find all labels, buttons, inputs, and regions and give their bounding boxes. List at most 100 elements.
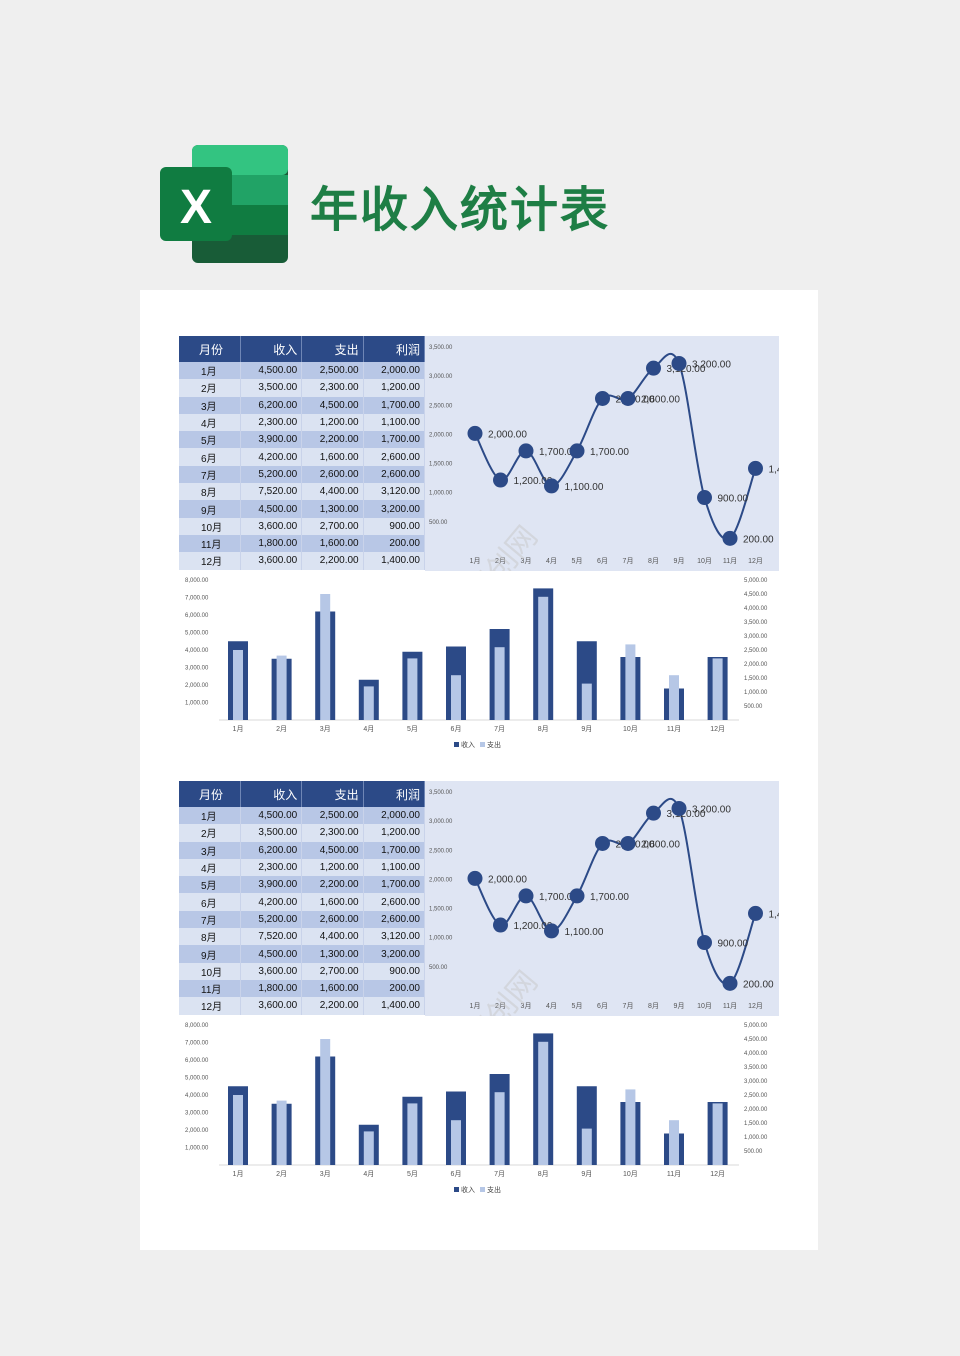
table-row: 3月 6,200.00 4,500.00 1,700.00 [179, 841, 426, 859]
cell-income: 6,200.00 [240, 841, 303, 859]
line-data-label: 1,100.00 [565, 482, 604, 493]
bar-expense [538, 1041, 549, 1165]
bar-expense [538, 596, 549, 720]
cell-month: 4月 [179, 413, 241, 432]
table-row: 10月 3,600.00 2,700.00 900.00 [179, 962, 426, 980]
y-right-tick-label: 3,000.00 [744, 1079, 768, 1085]
y-right-tick-label: 500.00 [744, 1149, 763, 1155]
income-expense-bar-chart: 1,000.00 2,000.00 3,000.00 4,000.00 5,000.00… [185, 578, 768, 749]
y-left-tick-label: 8,000.00 [185, 1023, 209, 1029]
cell-income: 7,520.00 [240, 928, 303, 946]
line-data-label: 2,000.00 [488, 429, 527, 440]
cell-profit: 200.00 [363, 979, 426, 998]
line-point [518, 443, 534, 459]
line-data-label: 1,400.00 [769, 464, 780, 475]
line-data-label: 1,200.00 [514, 921, 553, 932]
cell-profit: 1,400.00 [363, 552, 426, 570]
bar-expense [625, 1089, 636, 1165]
cell-expense: 2,600.00 [301, 465, 364, 484]
y-tick-label: 1,000.00 [429, 491, 453, 497]
bar-expense [320, 594, 331, 720]
cell-profit: 2,600.00 [363, 910, 426, 929]
cell-month: 10月 [179, 962, 241, 980]
cell-expense: 2,200.00 [301, 997, 364, 1015]
cell-expense: 2,500.00 [301, 807, 364, 825]
bar-expense [669, 675, 679, 720]
table-row: 3月 6,200.00 4,500.00 1,700.00 [179, 396, 426, 414]
cell-month: 2月 [179, 824, 241, 842]
line-point [493, 917, 508, 933]
cell-month: 3月 [179, 396, 241, 414]
cell-expense: 1,600.00 [301, 534, 364, 553]
col-header-expense: 支出 [301, 336, 364, 362]
y-tick-label: 2,500.00 [429, 403, 453, 409]
y-tick-label: 3,000.00 [429, 819, 453, 825]
x-tick-label: 8月 [538, 725, 549, 733]
cell-profit: 3,120.00 [363, 928, 426, 946]
y-tick-label: 3,500.00 [429, 790, 453, 796]
cell-income: 1,800.00 [240, 534, 303, 553]
cell-profit: 900.00 [363, 962, 426, 980]
cell-expense: 1,300.00 [301, 945, 364, 963]
cell-profit: 1,100.00 [363, 858, 426, 877]
table-row: 1月 4,500.00 2,500.00 2,000.00 [179, 362, 426, 380]
cell-month: 12月 [179, 997, 241, 1015]
y-left-tick-label: 4,000.00 [185, 1093, 209, 1099]
x-tick-label: 4月 [363, 725, 374, 733]
table-row: 1月 4,500.00 2,500.00 2,000.00 [179, 807, 426, 825]
y-right-tick-label: 2,500.00 [744, 1093, 768, 1099]
x-tick-label: 1月 [470, 557, 481, 565]
x-tick-label: 7月 [494, 1170, 505, 1178]
profit-line-chart: 500.00 1,000.00 1,500.00 2,000.00 2,500.00 3,… [425, 336, 779, 571]
y-right-tick-label: 5,000.00 [744, 578, 768, 584]
y-tick-label: 2,000.00 [429, 877, 453, 883]
cell-profit: 1,400.00 [363, 997, 426, 1015]
cell-income: 4,500.00 [240, 500, 303, 518]
y-right-tick-label: 2,000.00 [744, 1107, 768, 1113]
legend-label-expense: 支出 [487, 1185, 501, 1194]
income-expense-bar-chart: 1,000.00 2,000.00 3,000.00 4,000.00 5,000.00… [185, 1023, 768, 1194]
cell-profit: 3,200.00 [363, 945, 426, 963]
cell-expense: 1,200.00 [301, 413, 364, 432]
cell-profit: 1,700.00 [363, 431, 426, 449]
x-tick-label: 6月 [451, 725, 462, 733]
cell-profit: 1,700.00 [363, 841, 426, 859]
bar-expense [581, 683, 592, 720]
cell-month: 9月 [179, 945, 241, 963]
col-header-income: 收入 [240, 336, 303, 362]
line-data-label: 2,600.00 [641, 394, 680, 405]
cell-income: 3,600.00 [240, 962, 303, 980]
line-point [671, 800, 687, 816]
cell-month: 7月 [179, 465, 241, 484]
y-right-tick-label: 500.00 [744, 704, 763, 710]
cell-profit: 1,200.00 [363, 824, 426, 842]
line-point [569, 443, 585, 459]
x-tick-label: 12月 [710, 725, 725, 733]
x-tick-label: 1月 [233, 1170, 244, 1178]
x-tick-label: 11月 [667, 725, 681, 733]
cell-income: 3,500.00 [240, 379, 303, 397]
x-tick-label: 2月 [276, 725, 287, 733]
line-point [646, 360, 661, 376]
cell-month: 8月 [179, 483, 241, 501]
y-tick-label: 500.00 [429, 965, 448, 971]
x-tick-label: 5月 [407, 725, 418, 733]
y-tick-label: 2,000.00 [429, 432, 453, 438]
y-right-tick-label: 1,000.00 [744, 690, 768, 696]
bar-expense [320, 1039, 331, 1165]
cell-expense: 1,200.00 [301, 858, 364, 877]
line-point [722, 975, 738, 991]
y-right-tick-label: 3,500.00 [744, 620, 768, 626]
cell-expense: 4,500.00 [301, 396, 364, 414]
cell-month: 6月 [179, 448, 241, 466]
y-left-tick-label: 3,000.00 [185, 666, 209, 672]
y-right-tick-label: 3,500.00 [744, 1065, 768, 1071]
cell-expense: 2,600.00 [301, 910, 364, 929]
cell-month: 11月 [179, 979, 241, 998]
line-point [569, 888, 585, 904]
x-tick-label: 11月 [667, 1170, 681, 1178]
cell-profit: 2,600.00 [363, 465, 426, 484]
cell-month: 4月 [179, 858, 241, 877]
cell-month: 3月 [179, 841, 241, 859]
x-tick-label: 2月 [495, 557, 506, 565]
